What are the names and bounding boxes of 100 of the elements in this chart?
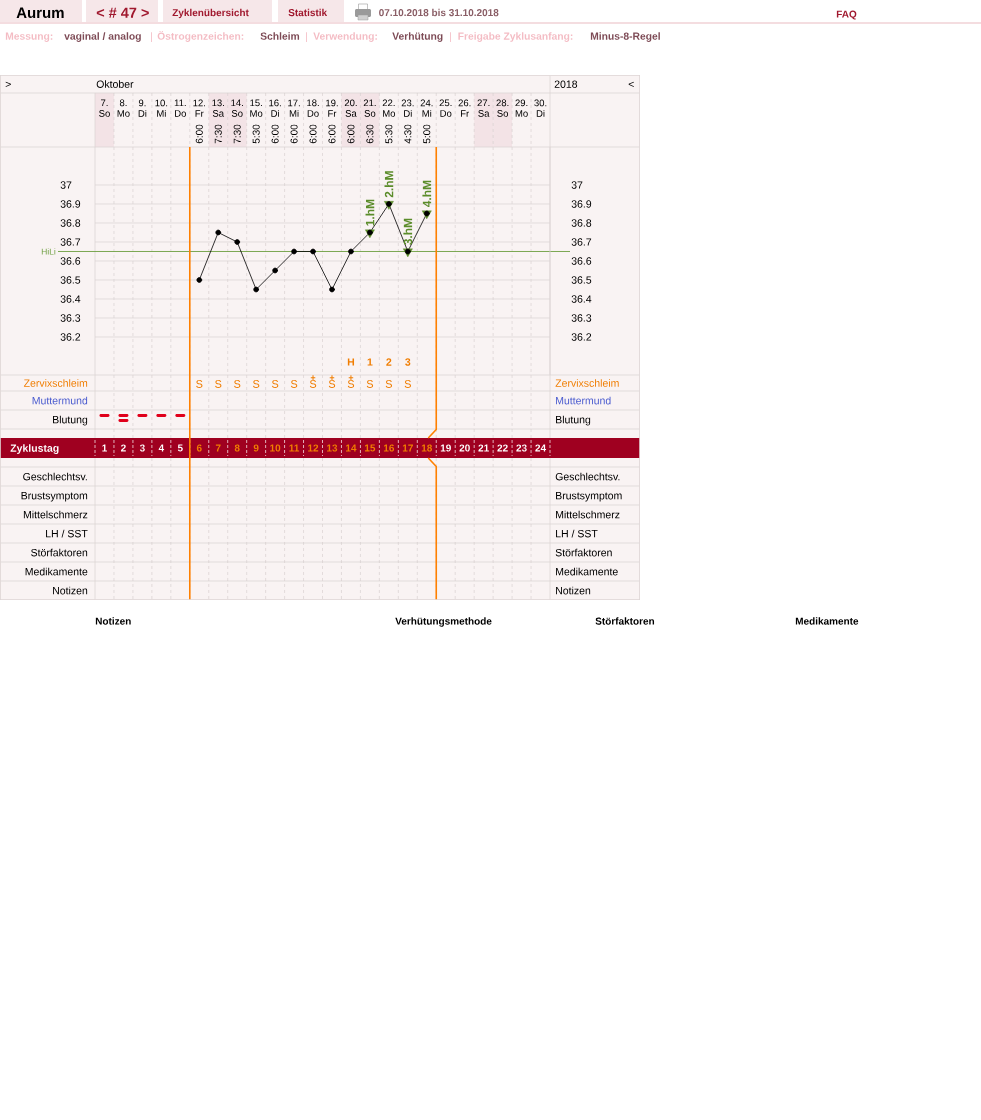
text: 23 — [516, 444, 527, 452]
text: 1 — [102, 444, 107, 452]
annotation: 2.hM — [384, 171, 394, 198]
y-tick-label: 36.7 — [60, 238, 81, 246]
text: Zervixschleim — [23, 379, 88, 387]
text: Östrogenzeichen: — [157, 30, 244, 42]
text: Notizen — [95, 617, 131, 625]
y-tick-label: 36.6 — [60, 257, 81, 265]
annotation: 3 — [405, 358, 411, 366]
y2-tick-label: 36.9 — [571, 200, 592, 208]
text: Muttermund — [556, 396, 611, 405]
text: | — [306, 32, 307, 42]
text: 21 — [478, 444, 489, 452]
text: Brustsymptom — [21, 492, 88, 502]
text: S — [366, 380, 374, 388]
y-tick-label: 36.9 — [60, 200, 81, 208]
text: FAQ — [836, 10, 857, 20]
text: 07.10.2018 bis 31.10.2018 — [379, 8, 499, 17]
text: 6:00 — [328, 124, 336, 144]
text: S — [252, 380, 260, 388]
text: > — [5, 81, 11, 87]
y2-tick-label: 36.3 — [571, 314, 592, 322]
x-tick-label: 27. Sa — [477, 99, 490, 117]
text: 6:00 — [347, 124, 355, 144]
x-tick-label: 16. Di — [269, 99, 281, 117]
x-tick-label: 11. Do — [174, 99, 186, 117]
text: LH / SST — [46, 529, 88, 538]
x-tick-label: 24. Mi — [420, 99, 433, 117]
text: Brustsymptom — [556, 492, 622, 502]
x-tick-label: 20. Sa — [344, 99, 357, 117]
text: Medikamente — [556, 567, 618, 576]
x-tick-label: 23. Di — [401, 99, 414, 117]
text: Messung: — [5, 32, 53, 42]
text: Schleim — [260, 32, 300, 40]
x-tick-label: 21. So — [363, 99, 376, 117]
y-tick-label: 36.8 — [60, 219, 81, 227]
text: Zervixschleim — [555, 379, 619, 387]
x-tick-label: 15. Mo — [250, 99, 263, 117]
text: Aurum — [16, 7, 64, 19]
text: 6:00 — [195, 124, 203, 144]
text: 7 — [215, 444, 221, 452]
text: Störfaktoren — [31, 548, 88, 557]
y2-tick-label: 36.7 — [571, 238, 592, 246]
y-tick-label: 36.2 — [60, 333, 81, 341]
text: 13 — [327, 444, 338, 452]
text: + — [329, 375, 335, 380]
annotation: 3.hM — [403, 218, 413, 246]
annotation: 2 — [386, 358, 392, 366]
x-tick-label: 13. Sa — [212, 99, 225, 117]
text: S — [309, 380, 317, 388]
y2-tick-label: 36.4 — [571, 295, 592, 303]
text: 22 — [497, 444, 508, 452]
text: 6:00 — [309, 124, 317, 144]
text: 11 — [289, 444, 300, 452]
text: 24 — [535, 444, 547, 452]
text: + — [348, 375, 354, 380]
text: S — [328, 380, 336, 388]
text: 2 — [121, 444, 126, 452]
annotation: 4.hM — [422, 180, 432, 208]
text: Blutung — [556, 415, 591, 426]
text: 4 — [158, 444, 165, 452]
text: 3 — [139, 444, 145, 452]
text: 7:30 — [214, 124, 222, 144]
text: 8 — [234, 444, 240, 452]
text: Minus-8-Regel — [590, 32, 660, 42]
text: | — [151, 32, 152, 42]
text: 16 — [383, 444, 395, 452]
text: S — [271, 380, 279, 388]
text: Notizen — [53, 586, 88, 595]
text: Blutung — [53, 415, 88, 426]
text: Zyklenübersicht — [172, 8, 249, 19]
text: Statistik — [288, 8, 328, 17]
text: LH / SST — [556, 529, 598, 538]
y-tick-label: 36.3 — [60, 314, 81, 322]
x-tick-label: 9. Di — [138, 99, 147, 117]
text: 10 — [270, 444, 281, 452]
text: Verhütung — [392, 32, 443, 42]
text: 5:30 — [252, 124, 260, 144]
x-tick-label: 8. Mo — [117, 99, 130, 117]
text: Störfaktoren — [555, 548, 612, 557]
text: 6 — [196, 444, 202, 452]
text: 18 — [421, 444, 433, 452]
text: vaginal / analog — [64, 32, 141, 42]
text: Freigabe Zyklusanfang: — [458, 32, 573, 42]
text: S — [404, 380, 411, 388]
text: 6:00 — [290, 124, 298, 144]
text: + — [310, 375, 316, 380]
text: S — [215, 380, 222, 388]
x-tick-label: 26. Fr — [458, 99, 471, 117]
text: | — [450, 32, 451, 42]
text: Medikamente — [25, 567, 88, 576]
text: Oktober — [96, 80, 134, 88]
y2-tick-label: 36.5 — [571, 276, 592, 284]
text: 17 — [402, 444, 413, 452]
x-tick-label: 7. So — [99, 99, 110, 117]
text: Verhütungsmethode — [395, 617, 492, 627]
x-tick-label: 12. Fr — [193, 99, 205, 117]
text: 19 — [440, 444, 451, 452]
text: Muttermund — [32, 396, 88, 405]
annotation: 1.hM — [365, 199, 375, 226]
